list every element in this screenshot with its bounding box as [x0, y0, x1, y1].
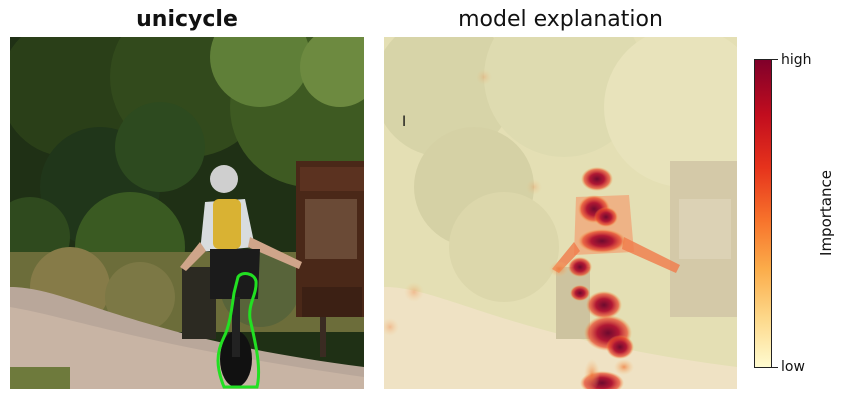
importance-colorbar — [754, 59, 772, 368]
colorbar-label-high: high — [781, 52, 812, 68]
original-photo — [10, 37, 364, 389]
colorbar-tick-high — [772, 59, 778, 60]
text-cursor: I — [402, 114, 406, 130]
colorbar-axis-label: Importance — [817, 170, 835, 256]
colorbar-tick-low — [772, 367, 778, 368]
colorbar-label-low: low — [781, 359, 805, 375]
explanation-title: model explanation — [458, 7, 663, 32]
saliency-heatmap: I — [384, 37, 737, 389]
image-title: unicycle — [136, 7, 238, 32]
